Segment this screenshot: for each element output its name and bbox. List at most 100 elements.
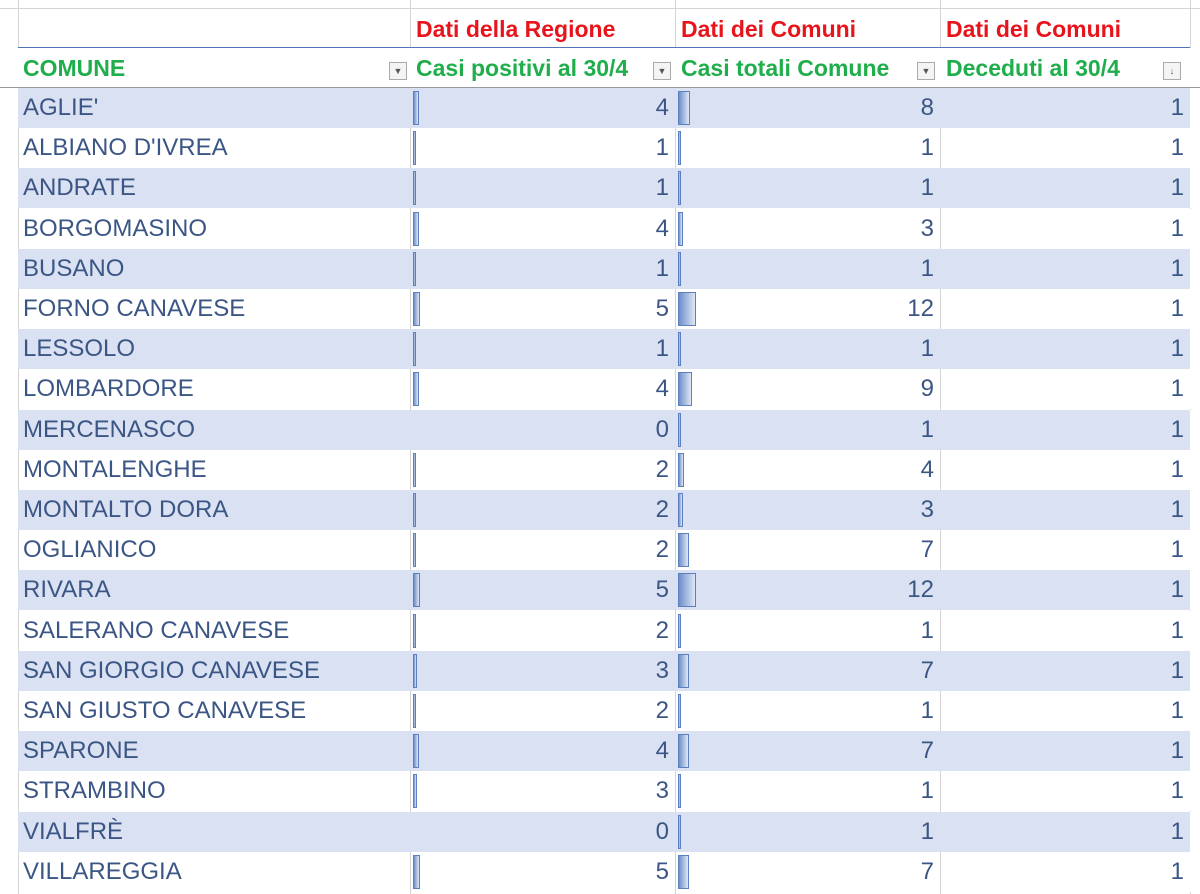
- cell-deceduti[interactable]: 1: [940, 128, 1190, 168]
- cell-casi-totali[interactable]: 4: [675, 450, 940, 490]
- cell-casi-positivi[interactable]: 3: [410, 650, 675, 691]
- cell-comune[interactable]: BORGOMASINO: [23, 214, 208, 242]
- header-source-regione[interactable]: Dati della Regione: [416, 16, 616, 42]
- cell-casi-positivi[interactable]: 0: [410, 811, 675, 852]
- cell-comune[interactable]: SALERANO CANAVESE: [23, 616, 290, 644]
- cell-casi-positivi[interactable]: 2: [410, 450, 675, 490]
- cell-casi-positivi[interactable]: 0: [410, 409, 675, 450]
- cell-comune[interactable]: ANDRATE: [18, 168, 410, 209]
- cell-casi-positivi[interactable]: 1: [410, 248, 675, 289]
- cell-comune[interactable]: RIVARA: [18, 570, 410, 611]
- cell-casi-totali[interactable]: 12: [675, 289, 940, 329]
- cell-comune[interactable]: BUSANO: [18, 248, 410, 289]
- cell-casi-positivi[interactable]: 4: [410, 88, 675, 128]
- cell-casi-positivi[interactable]: 1: [410, 168, 675, 209]
- cell-deceduti[interactable]: 1: [940, 88, 1190, 128]
- filter-dropdown-icon[interactable]: ▼: [653, 62, 671, 80]
- cell-casi-totali[interactable]: 12: [675, 570, 940, 611]
- cell-comune[interactable]: VILLAREGGIA: [23, 857, 182, 885]
- cell-deceduti[interactable]: 1: [940, 691, 1190, 731]
- cell-comune[interactable]: MONTALTO DORA: [18, 490, 410, 530]
- cell-casi-totali[interactable]: 1: [675, 128, 940, 168]
- header-casi-positivi[interactable]: Casi positivi al 30/4: [416, 55, 629, 81]
- cell-deceduti[interactable]: 1: [940, 731, 1190, 772]
- table-row: MONTALTO DORA 2 3 1: [0, 490, 1200, 530]
- cell-casi-totali[interactable]: 1: [675, 811, 940, 852]
- table-row: ANDRATE 1 1 1: [0, 168, 1200, 209]
- cell-casi-totali[interactable]: 1: [675, 168, 940, 209]
- cell-deceduti[interactable]: 1: [940, 650, 1190, 691]
- cell-casi-totali[interactable]: 1: [675, 329, 940, 370]
- header-source-comuni[interactable]: Dati dei Comuni: [681, 16, 857, 42]
- cell-casi-positivi[interactable]: 2: [410, 611, 675, 651]
- header-deceduti[interactable]: Deceduti al 30/4: [946, 55, 1120, 81]
- cell-comune[interactable]: OGLIANICO: [23, 536, 157, 564]
- cell-casi-positivi[interactable]: 2: [410, 490, 675, 530]
- empty-cell: [1190, 851, 1200, 892]
- cell-casi-positivi[interactable]: 4: [410, 731, 675, 772]
- cell-comune[interactable]: LESSOLO: [18, 329, 410, 370]
- header-casi-totali[interactable]: Casi totali Comune: [681, 55, 890, 81]
- cell-deceduti[interactable]: 1: [940, 409, 1190, 450]
- sort-filter-icon[interactable]: ↓: [1163, 62, 1181, 80]
- cell-casi-totali[interactable]: 7: [675, 852, 940, 892]
- cell-comune[interactable]: MONTALENGHE: [23, 455, 207, 483]
- cell-deceduti[interactable]: 1: [940, 570, 1190, 611]
- cell-comune[interactable]: SPARONE: [18, 731, 410, 772]
- filter-dropdown-icon[interactable]: ▼: [389, 62, 407, 80]
- cell-casi-totali[interactable]: 9: [675, 369, 940, 409]
- cell-casi-positivi[interactable]: 5: [410, 289, 675, 329]
- cell-comune[interactable]: FORNO CANAVESE: [23, 295, 246, 322]
- cell-value: 4: [655, 375, 669, 403]
- cell-value: 3: [920, 214, 934, 242]
- cell-casi-totali[interactable]: 3: [675, 490, 940, 530]
- cell-casi-positivi[interactable]: 1: [410, 128, 675, 168]
- cell-casi-totali[interactable]: 3: [675, 209, 940, 249]
- cell-casi-positivi[interactable]: 2: [410, 530, 675, 570]
- cell-deceduti[interactable]: 1: [940, 248, 1190, 289]
- cell-deceduti[interactable]: 1: [940, 450, 1190, 490]
- cell-casi-totali[interactable]: 7: [675, 530, 940, 570]
- cell-deceduti[interactable]: 1: [940, 771, 1190, 811]
- cell-deceduti[interactable]: 1: [940, 852, 1190, 892]
- cell-casi-positivi[interactable]: 4: [410, 369, 675, 409]
- data-bar: [413, 332, 416, 367]
- cell-comune[interactable]: VIALFRÈ: [18, 811, 410, 852]
- cell-deceduti[interactable]: 1: [940, 490, 1190, 530]
- cell-comune[interactable]: AGLIE': [18, 88, 410, 128]
- cell-casi-totali[interactable]: 7: [675, 650, 940, 691]
- cell-casi-positivi[interactable]: 4: [410, 209, 675, 249]
- cell-comune[interactable]: LOMBARDORE: [23, 375, 194, 403]
- cell-casi-positivi[interactable]: 5: [410, 852, 675, 892]
- cell-casi-positivi[interactable]: 2: [410, 691, 675, 731]
- cell-casi-totali[interactable]: 8: [675, 88, 940, 128]
- cell-comune[interactable]: SAN GIUSTO CANAVESE: [23, 697, 307, 724]
- cell-casi-totali[interactable]: 7: [675, 731, 940, 772]
- cell-comune[interactable]: MERCENASCO: [18, 409, 410, 450]
- cell-casi-positivi[interactable]: 1: [410, 329, 675, 370]
- cell-deceduti[interactable]: 1: [940, 369, 1190, 409]
- header-comune[interactable]: COMUNE: [23, 55, 126, 81]
- header-source-comuni-2[interactable]: Dati dei Comuni: [946, 16, 1122, 42]
- table-row: SPARONE 4 7 1: [0, 731, 1200, 772]
- cell-deceduti[interactable]: 1: [940, 289, 1190, 329]
- cell-casi-totali[interactable]: 1: [675, 611, 940, 651]
- cell-deceduti[interactable]: 1: [940, 611, 1190, 651]
- cell-deceduti[interactable]: 1: [940, 209, 1190, 249]
- cell-comune[interactable]: STRAMBINO: [23, 777, 166, 805]
- cell-comune[interactable]: SAN GIORGIO CANAVESE: [18, 650, 410, 691]
- cell-deceduti[interactable]: 1: [940, 168, 1190, 209]
- cell-deceduti[interactable]: 1: [940, 811, 1190, 852]
- cell-deceduti[interactable]: 1: [940, 530, 1190, 570]
- cell-value: 1: [920, 134, 934, 162]
- cell-deceduti[interactable]: 1: [940, 329, 1190, 370]
- cell-casi-totali[interactable]: 1: [675, 691, 940, 731]
- cell-casi-positivi[interactable]: 3: [410, 771, 675, 811]
- cell-casi-totali[interactable]: 1: [675, 409, 940, 450]
- cell-comune[interactable]: ALBIANO D'IVREA: [23, 134, 228, 162]
- cell-casi-totali[interactable]: 1: [675, 248, 940, 289]
- filter-dropdown-icon[interactable]: ▼: [917, 62, 935, 80]
- cell-value: 1: [1170, 134, 1184, 162]
- cell-casi-positivi[interactable]: 5: [410, 570, 675, 611]
- cell-casi-totali[interactable]: 1: [675, 771, 940, 811]
